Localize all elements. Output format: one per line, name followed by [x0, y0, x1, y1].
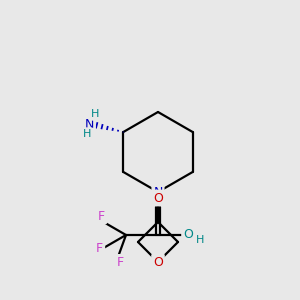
Text: H: H: [196, 235, 204, 245]
Text: F: F: [98, 209, 105, 223]
Text: N: N: [153, 185, 163, 199]
Text: N: N: [85, 118, 94, 130]
Text: O: O: [153, 256, 163, 268]
Text: F: F: [96, 242, 103, 256]
Text: O: O: [183, 229, 193, 242]
Text: O: O: [153, 191, 163, 205]
Text: H: H: [83, 129, 92, 139]
Text: H: H: [91, 109, 100, 119]
Text: F: F: [116, 256, 123, 269]
